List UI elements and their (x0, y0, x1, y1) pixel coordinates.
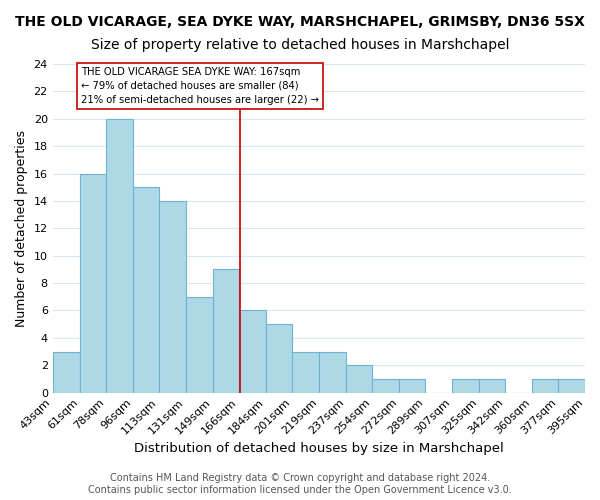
Bar (53, 352, 80, 393)
Bar (80, 174, 106, 392)
Bar (319, 352, 346, 393)
X-axis label: Distribution of detached houses by size in Marshchapel: Distribution of detached houses by size … (134, 442, 504, 455)
Bar (372, 379, 399, 392)
Bar (239, 310, 266, 392)
Bar (452, 379, 479, 392)
Bar (266, 324, 292, 392)
Bar (399, 379, 425, 392)
Text: THE OLD VICARAGE, SEA DYKE WAY, MARSHCHAPEL, GRIMSBY, DN36 5SX: THE OLD VICARAGE, SEA DYKE WAY, MARSHCHA… (15, 15, 585, 29)
Bar (133, 187, 158, 392)
Text: THE OLD VICARAGE SEA DYKE WAY: 167sqm
← 79% of detached houses are smaller (84)
: THE OLD VICARAGE SEA DYKE WAY: 167sqm ← … (82, 66, 319, 104)
Bar (292, 352, 319, 393)
Bar (558, 379, 585, 392)
Bar (158, 201, 186, 392)
Bar (532, 379, 558, 392)
Text: Contains HM Land Registry data © Crown copyright and database right 2024.
Contai: Contains HM Land Registry data © Crown c… (88, 474, 512, 495)
Bar (106, 119, 133, 392)
Bar (479, 379, 505, 392)
Y-axis label: Number of detached properties: Number of detached properties (15, 130, 28, 327)
Bar (186, 297, 213, 392)
Bar (213, 270, 239, 392)
Text: Size of property relative to detached houses in Marshchapel: Size of property relative to detached ho… (91, 38, 509, 52)
Bar (346, 365, 372, 392)
